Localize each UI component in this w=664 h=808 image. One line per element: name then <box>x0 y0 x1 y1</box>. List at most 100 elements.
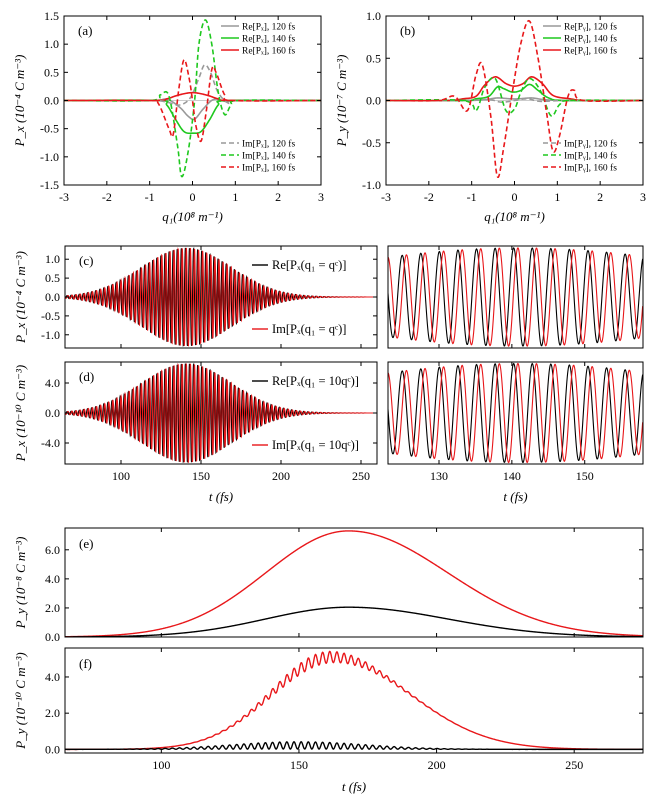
a-ytick-label: 0.0 <box>44 94 59 108</box>
d-legend-entry: Re[Pₓ(q₁ = 10qᶜ)] <box>272 374 359 388</box>
a-legend-entry: Re[Pₓ], 140 fs <box>242 34 295 45</box>
b-ytick-label: 0.5 <box>366 51 381 65</box>
f-ytick-label: 2.0 <box>45 706 60 720</box>
b-panel-label: (b) <box>400 23 415 38</box>
e-panel-label: (e) <box>79 536 93 551</box>
a-xtick-label: 0 <box>190 190 196 204</box>
c-ylabel: P_x (10⁻⁴ C m⁻³) <box>13 251 28 344</box>
b-legend-entry: Re[Pᵧ], 140 fs <box>564 34 617 45</box>
b-legend-entry: Re[Pᵧ], 120 fs <box>564 22 617 33</box>
c-im-series <box>65 247 377 347</box>
a-xtick-label: 1 <box>232 190 238 204</box>
e-ytick-label: 2.0 <box>45 601 60 615</box>
a-ytick-label: -1.5 <box>40 178 59 192</box>
a-legend-entry: Im[Pₓ], 160 fs <box>242 163 295 174</box>
c-legend-entry: Re[Pₓ(q₁ = qᶜ)] <box>272 258 346 272</box>
f-ytick-label: 4.0 <box>45 670 60 684</box>
a-ytick-label: 0.5 <box>44 65 59 79</box>
f-xtick-label: 150 <box>290 758 308 772</box>
b-xlabel: q₁(10⁸ m⁻¹) <box>484 209 545 224</box>
f-series-red <box>65 650 643 751</box>
b-xtick-label: -2 <box>424 190 434 204</box>
d-zoom-xtick-label: 130 <box>430 469 448 483</box>
d-zoom-xtick-label: 150 <box>576 469 594 483</box>
d-im-series <box>65 362 377 464</box>
b-ylabel-text: P_y (10⁻⁷ C m⁻³) <box>334 55 349 148</box>
a-xtick-label: 3 <box>318 190 324 204</box>
b-ytick-label: -1.0 <box>362 178 381 192</box>
e-ytick-label: 6.0 <box>45 543 60 557</box>
c-legend-entry: Im[Pₓ(q₁ = qᶜ)] <box>272 322 346 336</box>
a-ylabel: P_x (10⁻⁴ C m⁻³) <box>12 55 27 148</box>
f-xlabel: t (fs) <box>342 779 366 794</box>
e-ylabel-text: P_y (10⁻⁸ C m⁻³) <box>13 537 28 630</box>
d-ytick-label: 4.0 <box>45 376 60 390</box>
d-xtick-label: 250 <box>352 469 370 483</box>
d-zoom-frame <box>387 361 644 465</box>
a-series-3 <box>64 64 321 106</box>
f-xtick-label: 250 <box>565 758 583 772</box>
f-frame <box>64 647 644 754</box>
b-series-3 <box>386 97 643 104</box>
a-series-1 <box>64 99 321 135</box>
b-legend-entry: Im[Pᵧ], 160 fs <box>564 163 617 174</box>
c-zoom-im-series <box>388 247 643 347</box>
a-series-5 <box>64 58 321 143</box>
d-ylabel-text: P_x (10⁻¹⁰ C m⁻³) <box>13 365 28 462</box>
d-ylabel: P_x (10⁻¹⁰ C m⁻³) <box>13 365 28 462</box>
d-legend-entry: Im[Pₓ(q₁ = 10qᶜ)] <box>272 438 359 452</box>
d-xtick-label: 100 <box>112 469 130 483</box>
c-ytick-label: 0.5 <box>45 271 60 285</box>
a-xtick-label: -2 <box>102 190 112 204</box>
a-ytick-label: -0.5 <box>40 122 59 136</box>
e-series-red <box>65 530 643 637</box>
b-xtick-label: 1 <box>554 190 560 204</box>
b-xtick-label: -1 <box>467 190 477 204</box>
a-series-4 <box>64 19 321 178</box>
c-ytick-label: 0.0 <box>45 290 60 304</box>
e-ytick-label: 4.0 <box>45 572 60 586</box>
c-ytick-label: -1.0 <box>41 328 60 342</box>
b-xtick-label: 3 <box>640 190 646 204</box>
a-legend-entry: Im[Pₓ], 140 fs <box>242 151 295 162</box>
b-series-4 <box>386 76 643 117</box>
d-xtick-label: 150 <box>192 469 210 483</box>
c-ytick-label: 1.0 <box>45 252 60 266</box>
c-panel-label: (c) <box>79 253 93 268</box>
a-ytick-label: -1.0 <box>40 150 59 164</box>
d-zoom-re-series <box>388 362 643 463</box>
b-ytick-label: -0.5 <box>362 136 381 150</box>
b-ylabel: P_y (10⁻⁷ C m⁻³) <box>334 55 349 148</box>
a-xtick-label: -3 <box>59 190 69 204</box>
a-legend-entry: Im[Pₓ], 120 fs <box>242 139 295 150</box>
f-ytick-label: 0.0 <box>45 742 60 756</box>
f-panel-label: (f) <box>79 656 92 671</box>
a-legend-entry: Re[Pₓ], 160 fs <box>242 46 295 57</box>
c-ylabel-text: P_x (10⁻⁴ C m⁻³) <box>13 251 28 344</box>
a-xtick-label: -1 <box>145 190 155 204</box>
e-ylabel: P_y (10⁻⁸ C m⁻³) <box>13 537 28 630</box>
d-zoom-xlabel: t (fs) <box>503 489 527 504</box>
d-ytick-label: -4.0 <box>41 436 60 450</box>
e-frame <box>64 527 644 638</box>
d-zoom-im-series <box>388 362 643 464</box>
d-xtick-label: 200 <box>272 469 290 483</box>
c-zoom-re-series <box>388 247 643 347</box>
d-ytick-label: 0.0 <box>45 406 60 420</box>
a-xtick-label: 2 <box>275 190 281 204</box>
b-xtick-label: -3 <box>381 190 391 204</box>
a-ytick-label: 1.0 <box>44 37 59 51</box>
c-zoom-frame <box>387 245 644 349</box>
a-legend-entry: Re[Pₓ], 120 fs <box>242 22 295 33</box>
e-series-black <box>65 606 643 637</box>
f-ylabel: P_y (10⁻¹⁰ C m⁻³) <box>13 652 28 749</box>
c-ytick-label: -0.5 <box>41 309 60 323</box>
b-series-1 <box>386 83 643 102</box>
f-xtick-label: 100 <box>152 758 170 772</box>
e-ytick-label: 0.0 <box>45 630 60 644</box>
a-ytick-label: 1.5 <box>44 9 59 23</box>
a-panel-label: (a) <box>78 23 92 38</box>
b-xtick-label: 0 <box>512 190 518 204</box>
b-xtick-label: 2 <box>597 190 603 204</box>
